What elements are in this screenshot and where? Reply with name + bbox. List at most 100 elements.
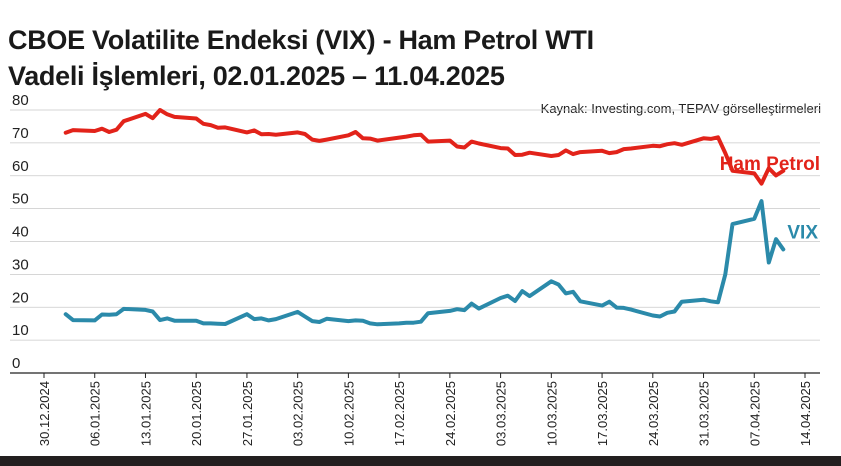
data-point-vix (224, 322, 227, 326)
data-point-vix (767, 261, 770, 264)
x-tick-label: 17.03.2025 (595, 381, 610, 446)
chart-title-line-1: CBOE Volatilite Endeksi (VIX) - Ham Petr… (8, 25, 594, 55)
x-tick-label: 30.12.2024 (37, 381, 52, 446)
y-tick-label: 40 (12, 224, 29, 241)
data-point-ham_petrol (224, 126, 227, 129)
data-point-vix (673, 310, 676, 313)
series-label-vix: VIX (787, 222, 818, 243)
data-point-vix (274, 317, 278, 321)
data-point-ham_petrol (455, 145, 459, 148)
x-tick-label: 07.04.2025 (747, 381, 762, 446)
data-point-vix (376, 323, 379, 326)
y-tick-label: 80 (12, 92, 29, 109)
bottom-bar (0, 456, 841, 466)
x-tick-label: 13.01.2025 (138, 381, 153, 446)
data-point-vix (397, 322, 401, 325)
y-tick-label: 60 (12, 158, 29, 175)
data-point-ham_petrol (499, 146, 502, 150)
y-tick-label: 20 (12, 289, 29, 306)
data-point-ham_petrol (419, 133, 423, 136)
data-point-ham_petrol (325, 138, 328, 141)
data-point-vix (702, 298, 705, 301)
data-point-vix (600, 304, 604, 307)
x-tick-label: 03.03.2025 (494, 381, 509, 446)
data-point-ham_petrol (673, 142, 676, 145)
data-point-ham_petrol (550, 154, 553, 158)
data-point-ham_petrol (658, 145, 662, 148)
data-point-vix (571, 290, 575, 293)
series-line-vix (63, 199, 786, 327)
data-point-ham_petrol (521, 153, 524, 156)
data-point-vix (354, 319, 357, 322)
y-tick-label: 70 (12, 125, 29, 142)
data-point-vix (122, 307, 125, 311)
y-axis-tick-labels: 0 10 20 30 40 50 60 70 80 (12, 92, 29, 372)
data-point-ham_petrol (709, 137, 712, 141)
x-tick-label: 27.01.2025 (240, 381, 255, 446)
data-point-vix (608, 300, 611, 303)
data-point-ham_petrol (318, 139, 321, 143)
data-point-vix (202, 322, 205, 325)
x-tick-label: 03.02.2025 (291, 381, 306, 446)
data-point-vix (100, 313, 104, 316)
x-tick-label: 24.03.2025 (646, 381, 661, 446)
data-point-ham_petrol (651, 144, 654, 147)
data-point-ham_petrol (122, 120, 125, 123)
data-point-ham_petrol (702, 137, 705, 140)
data-point-vix (760, 199, 763, 203)
data-point-ham_petrol (274, 133, 278, 136)
data-point-ham_petrol (64, 131, 67, 134)
data-point-ham_petrol (158, 108, 162, 112)
data-point-ham_petrol (463, 146, 466, 149)
data-point-vix (506, 294, 509, 297)
data-point-vix (368, 322, 372, 325)
data-point-vix (361, 319, 365, 322)
data-point-vix (260, 317, 263, 320)
x-axis-tick-labels: 30.12.2024 06.01.2025 13.01.2025 20.01.2025… (37, 381, 813, 446)
data-point-ham_petrol (376, 139, 379, 142)
data-point-ham_petrol (622, 147, 625, 151)
x-tick-label: 24.02.2025 (443, 381, 458, 446)
data-point-vix (245, 313, 249, 316)
data-point-ham_petrol (253, 129, 256, 132)
data-point-vix (680, 300, 683, 303)
data-point-ham_petrol (354, 130, 357, 134)
data-point-ham_petrol (571, 152, 575, 156)
data-point-vix (724, 273, 727, 276)
data-point-vix (709, 300, 712, 303)
data-point-ham_petrol (202, 122, 205, 126)
data-point-ham_petrol (166, 113, 169, 116)
data-point-ham_petrol (267, 132, 270, 136)
data-point-vix (303, 315, 307, 318)
data-point-vix (405, 321, 408, 324)
data-point-vix (579, 300, 582, 303)
data-point-vix (782, 248, 785, 251)
data-point-vix (158, 318, 162, 322)
x-tick-label: 10.02.2025 (341, 381, 356, 446)
x-tick-label: 20.01.2025 (189, 381, 204, 446)
data-point-ham_petrol (513, 153, 517, 157)
data-point-ham_petrol (115, 128, 118, 131)
series-labels: Ham Petrol VIX (720, 154, 820, 244)
data-point-ham_petrol (151, 117, 154, 120)
data-point-vix (347, 319, 350, 323)
y-tick-label: 10 (12, 322, 29, 339)
series-line-ham_petrol (63, 108, 786, 186)
data-point-vix (419, 320, 423, 323)
data-point-vix (651, 314, 654, 317)
data-point-vix (151, 310, 154, 313)
data-point-vix (658, 315, 662, 318)
data-point-vix (71, 318, 75, 322)
data-point-ham_petrol (412, 134, 415, 137)
data-point-vix (716, 301, 720, 304)
data-point-ham_petrol (108, 130, 111, 134)
data-point-ham_petrol (195, 117, 198, 120)
data-point-ham_petrol (368, 137, 372, 140)
data-point-ham_petrol (448, 139, 452, 142)
data-point-vix (622, 306, 625, 310)
data-point-vix (564, 292, 567, 295)
data-point-ham_petrol (303, 132, 307, 136)
data-point-vix (753, 217, 756, 220)
data-point-ham_petrol (506, 147, 509, 150)
data-point-vix (731, 222, 734, 226)
